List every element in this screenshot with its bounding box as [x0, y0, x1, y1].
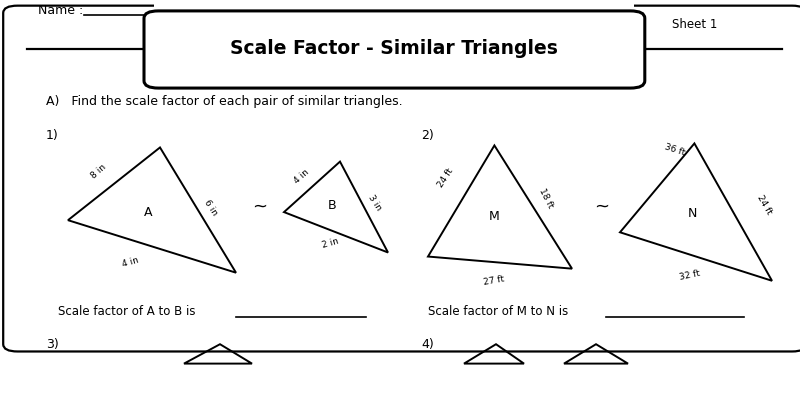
Text: B: B: [328, 199, 336, 212]
Text: 27 ft: 27 ft: [482, 275, 505, 287]
Text: 3): 3): [46, 338, 58, 351]
Text: 32 ft: 32 ft: [678, 269, 701, 282]
Text: Scale Factor - Similar Triangles: Scale Factor - Similar Triangles: [230, 39, 558, 58]
Text: 1): 1): [46, 129, 58, 142]
FancyBboxPatch shape: [154, 0, 634, 29]
Text: 8 in: 8 in: [89, 163, 108, 181]
FancyBboxPatch shape: [144, 11, 645, 88]
Text: 4 in: 4 in: [121, 255, 140, 268]
Text: 36 ft: 36 ft: [663, 143, 686, 158]
Text: Scale factor of M to N is: Scale factor of M to N is: [428, 305, 568, 318]
Text: Name :: Name :: [38, 4, 83, 17]
Text: Sheet 1: Sheet 1: [672, 18, 717, 31]
Text: 24 ft: 24 ft: [756, 194, 774, 217]
Text: ~: ~: [594, 197, 609, 215]
Text: 2 in: 2 in: [321, 237, 340, 250]
Text: N: N: [688, 207, 698, 220]
Text: M: M: [489, 210, 500, 223]
Text: 18 ft: 18 ft: [537, 187, 554, 210]
Text: ~: ~: [253, 197, 267, 215]
Text: 2): 2): [422, 129, 434, 142]
Text: A: A: [144, 206, 152, 219]
Text: 24 ft: 24 ft: [436, 166, 455, 189]
Text: 6 in: 6 in: [202, 198, 220, 218]
Text: 3 in: 3 in: [366, 193, 384, 213]
Text: Scale factor of A to B is: Scale factor of A to B is: [58, 305, 195, 318]
Text: 4 in: 4 in: [292, 168, 311, 186]
FancyBboxPatch shape: [3, 6, 800, 351]
Text: 4): 4): [422, 338, 434, 351]
Text: A)   Find the scale factor of each pair of similar triangles.: A) Find the scale factor of each pair of…: [46, 95, 402, 107]
